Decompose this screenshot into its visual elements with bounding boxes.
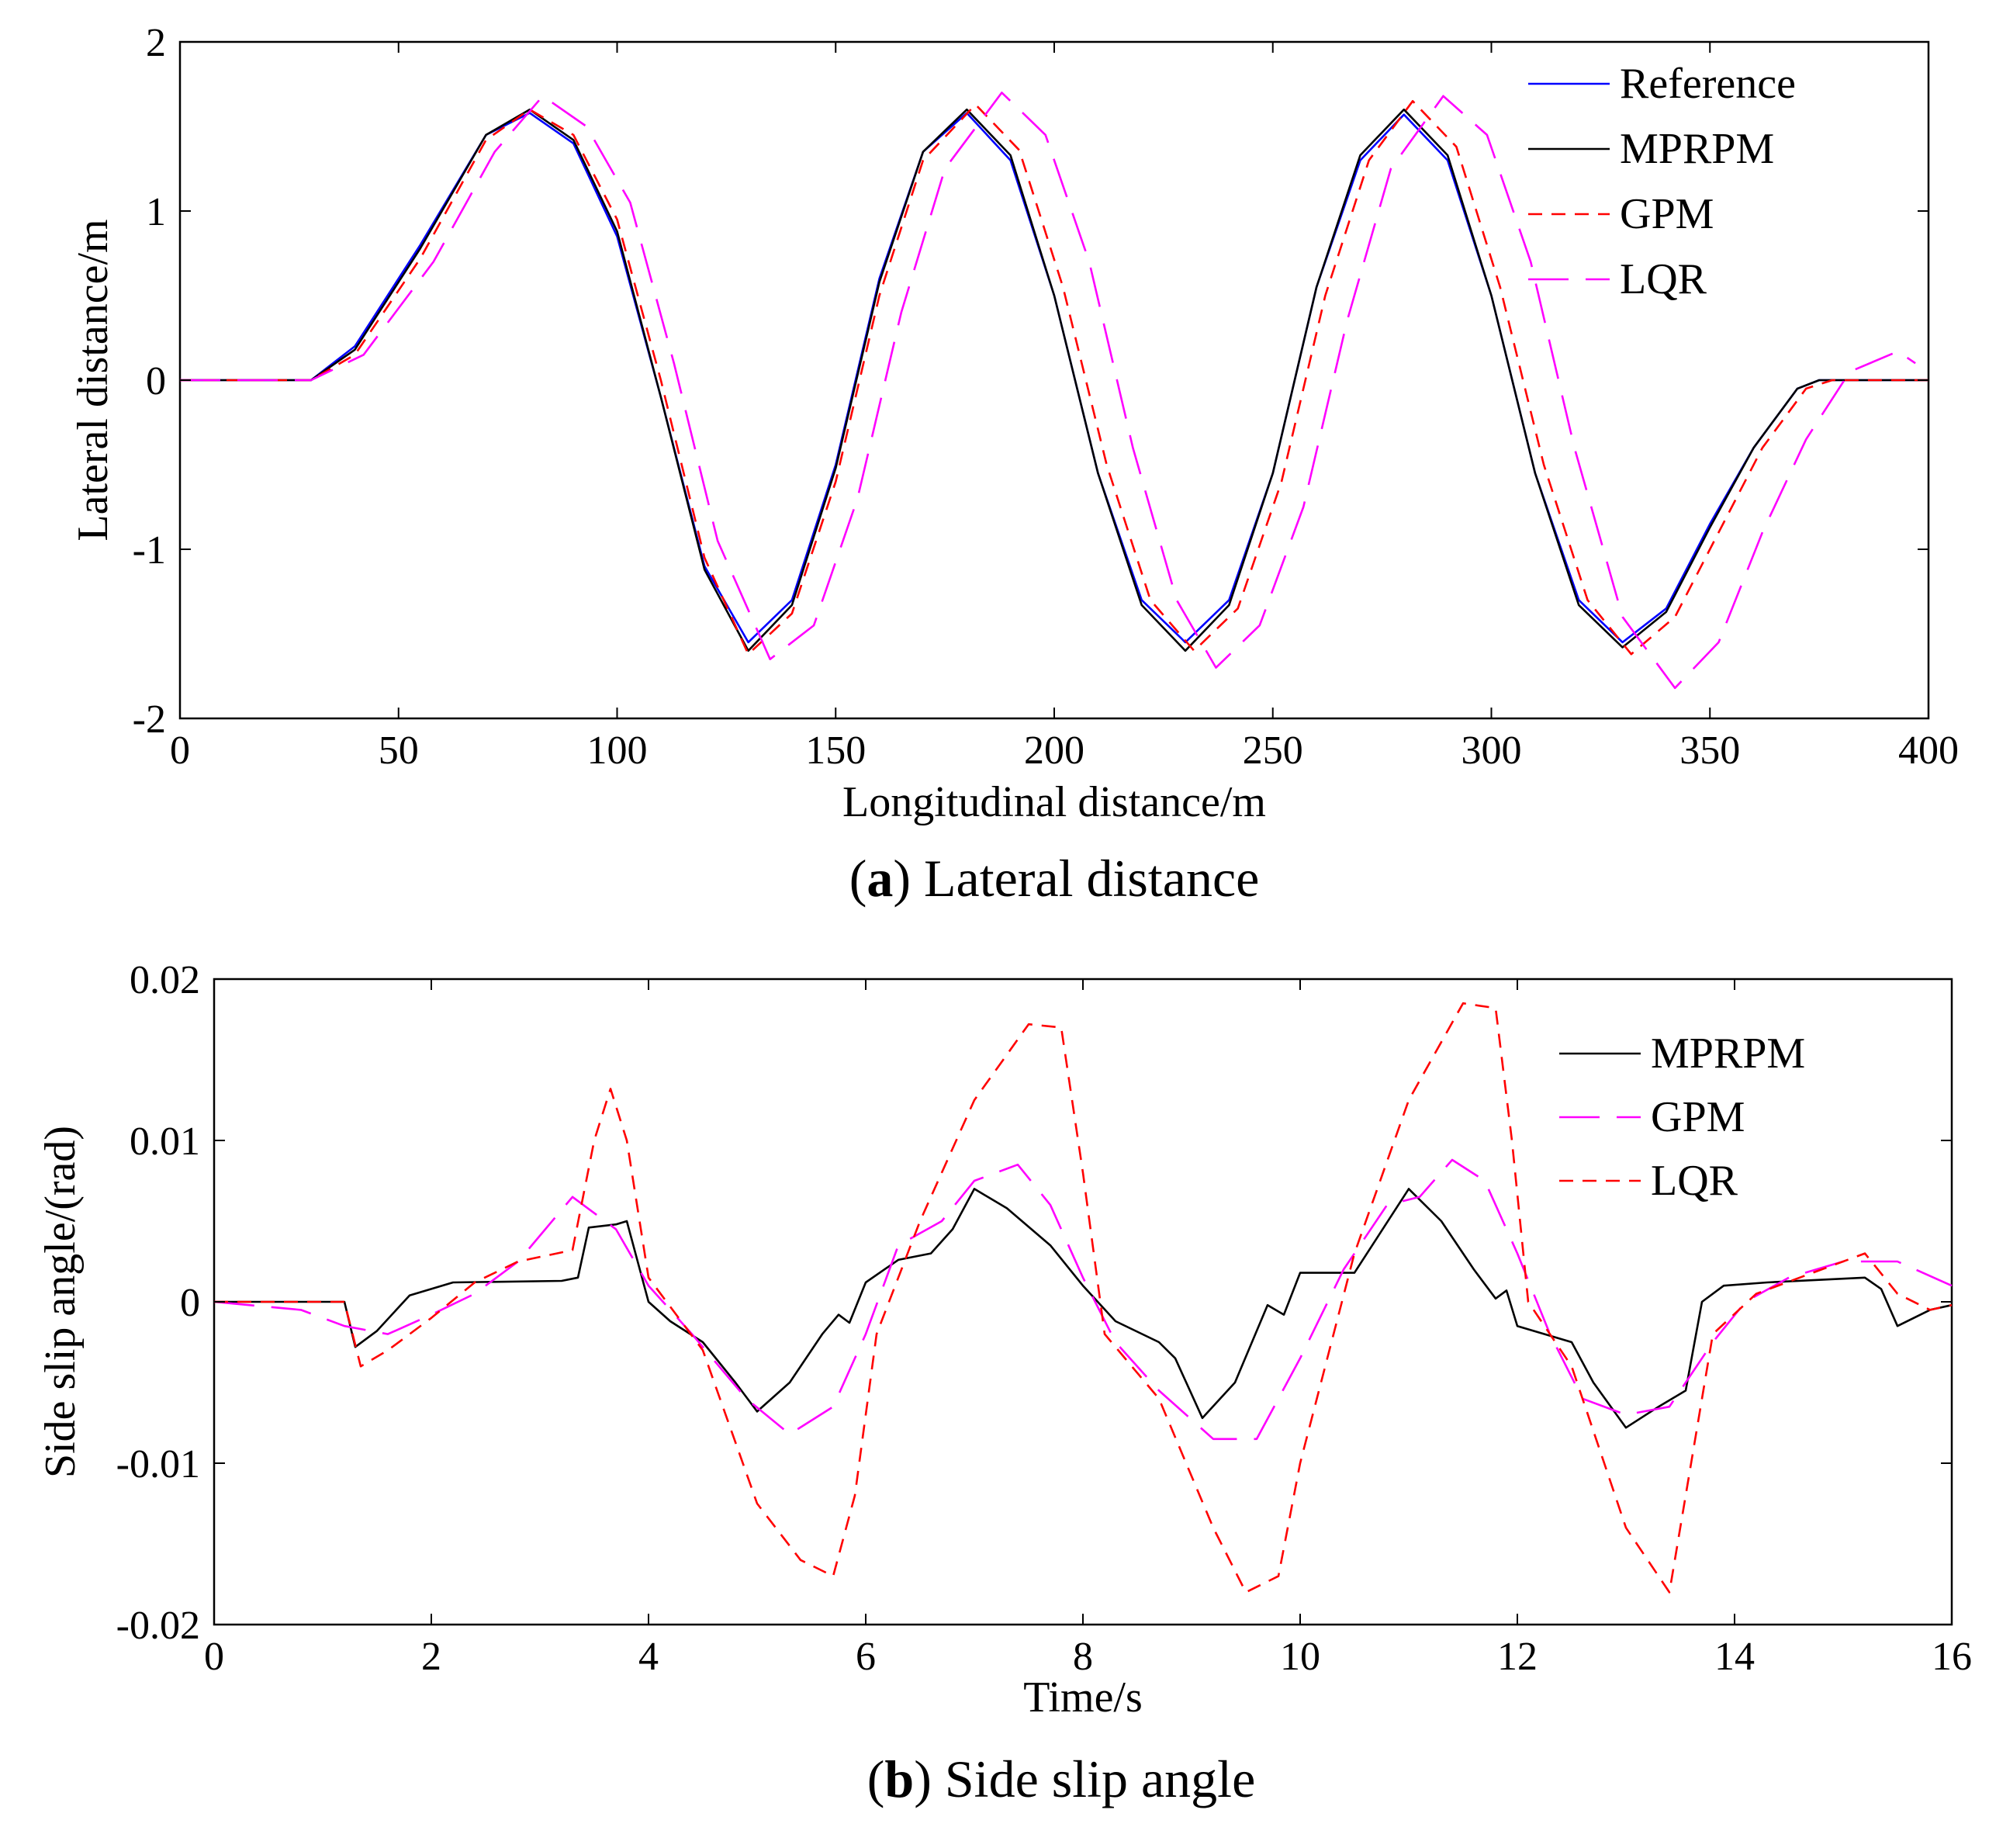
x-tick-label-a: 150 <box>805 728 866 773</box>
caption-a-letter: a <box>867 849 893 908</box>
series-line-lqr-b <box>214 1002 1953 1594</box>
legend-label-gpm-a: GPM <box>1620 190 1714 238</box>
caption-a-text: Lateral distance <box>924 849 1259 908</box>
plot-area-b <box>213 978 1953 1626</box>
legend-label-mprpm-a: MPRPM <box>1620 125 1774 173</box>
x-tick-label-b: 16 <box>1932 1635 1972 1679</box>
y-axis-label-b: Side slip angle/(rad) <box>36 1126 85 1478</box>
caption-b-open-paren: ( <box>867 1749 885 1808</box>
caption-a: (a) Lateral distance <box>849 849 1260 908</box>
x-tick-label-a: 200 <box>1024 728 1084 773</box>
caption-a-open-paren: ( <box>849 849 867 908</box>
series-line-gpm-a <box>180 100 1928 656</box>
y-tick-label-b: 0 <box>180 1281 200 1325</box>
x-tick-label-a: 300 <box>1461 728 1522 773</box>
x-axis-label-b: Time/s <box>1023 1673 1143 1722</box>
legend-b: MPRPM GPM LQR <box>1559 1030 1805 1205</box>
x-tick-label-b: 10 <box>1280 1635 1320 1679</box>
x-tick-label-b: 0 <box>204 1635 224 1679</box>
caption-a-close-paren: ) <box>893 849 924 908</box>
x-tick-label-b: 6 <box>856 1635 876 1679</box>
plot-area-a <box>178 40 1930 720</box>
caption-b-letter: b <box>884 1749 914 1808</box>
x-tick-label-b: 8 <box>1073 1635 1093 1679</box>
y-tick-label-a: 1 <box>146 190 166 234</box>
x-tick-label-a: 100 <box>587 728 648 773</box>
series-line-lqr-a <box>180 92 1916 690</box>
caption-b: (b) Side slip angle <box>867 1749 1256 1808</box>
x-tick-label-b: 2 <box>421 1635 441 1679</box>
series-line-mprpm-a <box>180 108 1928 652</box>
legend-label-mprpm-b: MPRPM <box>1651 1030 1805 1078</box>
legend-label-reference-a: Reference <box>1620 60 1796 108</box>
y-tick-label-a: -2 <box>133 697 166 742</box>
y-tick-label-b: -0.02 <box>116 1604 200 1648</box>
x-axis-label-a: Longitudinal distance/m <box>842 778 1266 826</box>
y-tick-label-b: 0.02 <box>130 958 200 1002</box>
x-tick-label-a: 250 <box>1243 728 1303 773</box>
y-tick-label-a: 2 <box>146 21 166 65</box>
y-tick-label-b: -0.01 <box>116 1442 200 1486</box>
y-tick-label-a: 0 <box>146 359 166 403</box>
y-axis-label-a: Lateral distance/m <box>69 219 117 541</box>
x-tick-label-b: 4 <box>638 1635 659 1679</box>
x-tick-label-b: 14 <box>1714 1635 1755 1679</box>
series-line-gpm-b <box>213 1158 1953 1441</box>
legend-label-gpm-b: GPM <box>1651 1093 1745 1141</box>
x-tick-label-b: 12 <box>1497 1635 1538 1679</box>
plot-a-series-group <box>180 92 1928 690</box>
legend-label-lqr-b: LQR <box>1651 1157 1738 1205</box>
caption-b-close-paren: ) <box>914 1749 945 1808</box>
legend-a: Reference MPRPM GPM LQR <box>1528 60 1796 303</box>
x-tick-label-a: 50 <box>379 728 419 773</box>
plot-b-series-group <box>213 1002 1953 1594</box>
plot-a-ticks-group: 0 50 100 150 200 250 300 350 400 -2 -1 0 1 2 <box>133 21 1959 773</box>
y-tick-label-a: -1 <box>133 528 166 573</box>
y-tick-label-b: 0.01 <box>130 1120 200 1164</box>
x-tick-label-a: 350 <box>1679 728 1740 773</box>
x-tick-label-a: 400 <box>1898 728 1959 773</box>
plot-b-ticks-group: 0 2 4 6 8 10 12 14 16 -0.02 -0.01 0 0.01 0.02 <box>116 958 1972 1679</box>
panel-a-lateral-distance: 0 50 100 150 200 250 300 350 400 -2 -1 0 1 2 Longitud… <box>69 21 1959 908</box>
x-tick-label-a: 0 <box>170 728 190 773</box>
caption-b-text: Side slip angle <box>945 1749 1255 1808</box>
legend-label-lqr-a: LQR <box>1620 255 1707 303</box>
